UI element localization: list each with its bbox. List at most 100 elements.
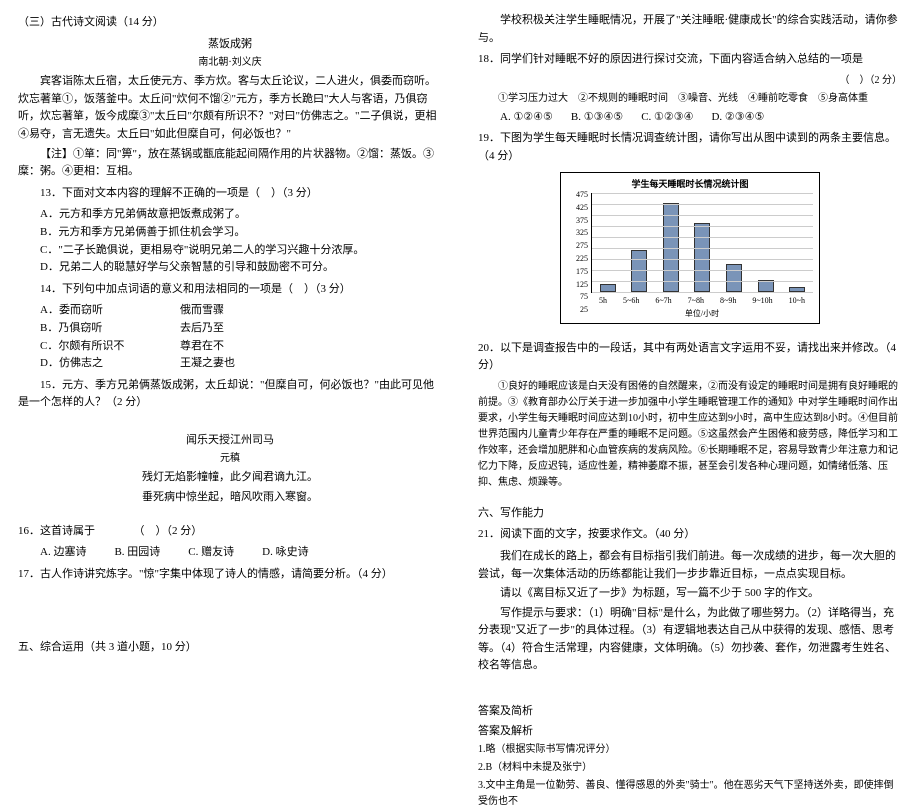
sleep-chart: 学生每天睡眠时长情况统计图 47542537532527522517512575…	[560, 172, 820, 324]
gridline	[592, 248, 813, 249]
y-tick: 375	[566, 215, 588, 228]
gridline	[592, 237, 813, 238]
answer-2: 2.B（材料中未提及张宁）	[478, 760, 902, 776]
q16-c[interactable]: C. 赠友诗	[188, 544, 234, 562]
spacer	[18, 416, 442, 430]
q14-row-b[interactable]: B．乃俱窃听 去后乃至	[40, 320, 442, 338]
spacer	[18, 587, 442, 637]
q18-d[interactable]: D. ②③④⑤	[711, 109, 764, 127]
q14-c2: 尊君在不	[180, 338, 224, 356]
x-label: 7~8h	[688, 295, 704, 308]
q20-passage: ①良好的睡眠应该是白天没有困倦的自然醒来，②而没有设定的睡眠时间是拥有良好睡眠的…	[478, 379, 902, 491]
y-tick: 475	[566, 189, 588, 202]
q13: 13．下面对文本内容的理解不正确的一项是（ ）（3 分）	[18, 185, 442, 203]
spacer	[478, 493, 902, 503]
gridline	[592, 270, 813, 271]
right-column: 学校积极关注学生睡眠情况，开展了"关注睡眠·健康成长"的综合实践活动，请你参与。…	[460, 0, 920, 651]
x-label: 5h	[599, 295, 607, 308]
q14: 14．下列句中加点词语的意义和用法相同的一项是（ ）（3 分）	[18, 281, 442, 299]
gridline	[592, 281, 813, 282]
q19: 19．下图为学生每天睡眠时长情况调查统计图，请你写出从图中读到的两条主要信息。（…	[478, 130, 902, 165]
y-tick: 325	[566, 227, 588, 240]
q21: 21．阅读下面的文字，按要求作文。（40 分）	[478, 526, 902, 544]
q14-d2: 王凝之妻也	[180, 355, 235, 373]
poem2-line1: 残灯无焰影幢幢，此夕闻君谪九江。	[18, 469, 442, 487]
q16: 16．这首诗属于 （ ）（2 分）	[18, 523, 442, 541]
gridline	[592, 215, 813, 216]
gridline	[592, 193, 813, 194]
passage-body: 宾客诣陈太丘宿，太丘使元方、季方炊。客与太丘论议，二人进火，俱委而窃听。炊忘著箪…	[18, 73, 442, 143]
q14-row-d[interactable]: D．仿佛志之 王凝之妻也	[40, 355, 442, 373]
answer-3: 3.文中主角是一位勤劳、善良、懂得感恩的外卖"骑士"。他在恶劣天气下坚持送外卖，…	[478, 778, 902, 810]
q16-options: A. 边塞诗 B. 田园诗 C. 赠友诗 D. 咏史诗	[40, 544, 442, 562]
y-axis: 4754253753252752251751257525	[566, 189, 588, 297]
y-tick: 75	[566, 291, 588, 304]
q16-d[interactable]: D. 咏史诗	[262, 544, 308, 562]
q14-b2: 去后乃至	[180, 320, 224, 338]
x-axis-caption: 单位/小时	[591, 308, 813, 321]
x-axis-labels: 5h 5~6h 6~7h 7~8h 8~9h 9~10h 10~h	[591, 295, 813, 308]
q21-intro: 我们在成长的路上，都会有目标指引我们前进。每一次成绩的进步，每一次大胆的尝试，每…	[478, 548, 902, 583]
q18-a[interactable]: A. ①②④⑤	[500, 109, 553, 127]
q17: 17．古人作诗讲究炼字。"惊"字集中体现了诗人的情感，请简要分析。（4 分）	[18, 566, 442, 584]
q13-opt-c[interactable]: C．"二子长跪俱说，更相易夺"说明兄弟二人的学习兴趣十分浓厚。	[40, 242, 442, 260]
left-column: （三）古代诗文阅读（14 分） 蒸饭成粥 南北朝·刘义庆 宾客诣陈太丘宿，太丘使…	[0, 0, 460, 651]
chart-area: 4754253753252752251751257525	[591, 193, 813, 293]
spacer	[478, 330, 902, 336]
y-tick: 175	[566, 266, 588, 279]
y-tick: 225	[566, 253, 588, 266]
q21-prompt: 请以《离目标又近了一步》为标题，写一篇不少于 500 字的作文。	[478, 585, 902, 603]
x-label: 5~6h	[623, 295, 639, 308]
q14-b1: B．乃俱窃听	[40, 320, 180, 338]
x-label: 8~9h	[720, 295, 736, 308]
q20: 20．以下是调查报告中的一段话，其中有两处语言文字运用不妥，请找出来并修改。（4…	[478, 340, 902, 375]
q18-tail: （ ）（2 分）	[478, 73, 902, 89]
gridline	[592, 292, 813, 293]
q18-b[interactable]: B. ①③④⑤	[571, 109, 623, 127]
poem-title: 蒸饭成粥	[18, 36, 442, 54]
answers-subhead: 答案及解析	[478, 723, 902, 741]
answers-head: 答案及简析	[478, 703, 902, 721]
spacer	[18, 509, 442, 519]
poem-author: 南北朝·刘义庆	[18, 55, 442, 71]
q13-opt-b[interactable]: B．元方和季方兄弟俩善于抓住机会学习。	[40, 224, 442, 242]
chart-bar	[726, 264, 742, 292]
chart-bar	[600, 284, 616, 292]
section5-title: 五、综合运用（共 3 道小题，10 分）	[18, 639, 442, 657]
passage-note: 【注】①箪：同"箅"，放在蒸锅或甑底能起间隔作用的片状器物。②馏：蒸饭。③糜：粥…	[18, 146, 442, 181]
q21-requirements: 写作提示与要求：（1）明确"目标"是什么，为此做了哪些努力。（2）详略得当，充分…	[478, 605, 902, 675]
q18-options: A. ①②④⑤ B. ①③④⑤ C. ①②③④ D. ②③④⑤	[500, 109, 902, 127]
poem2-title: 闻乐天授江州司马	[18, 432, 442, 450]
q16-a[interactable]: A. 边塞诗	[40, 544, 86, 562]
chart-bar	[631, 250, 647, 292]
chart-title: 学生每天睡眠时长情况统计图	[567, 177, 813, 191]
q14-c1: C．尔颇有所识不	[40, 338, 180, 356]
x-label: 6~7h	[655, 295, 671, 308]
q14-a2: 俄而雪骤	[180, 302, 224, 320]
q18-options-nums: ①学习压力过大 ②不规则的睡眠时间 ③噪音、光线 ④睡前吃零食 ⑤身高体重	[478, 91, 902, 107]
gridline	[592, 204, 813, 205]
gridline	[592, 259, 813, 260]
q14-row-c[interactable]: C．尔颇有所识不 尊君在不	[40, 338, 442, 356]
q13-opt-d[interactable]: D．兄弟二人的聪慧好学与父亲智慧的引导和鼓励密不可分。	[40, 259, 442, 277]
q14-a1: A．委而窃听	[40, 302, 180, 320]
q13-opt-a[interactable]: A．元方和季方兄弟俩故意把饭煮成粥了。	[40, 206, 442, 224]
y-tick: 425	[566, 202, 588, 215]
y-tick: 25	[566, 304, 588, 317]
section6-title: 六、写作能力	[478, 505, 902, 523]
q18: 18．同学们针对睡眠不好的原因进行探讨交流，下面内容适合纳入总结的一项是	[478, 51, 902, 69]
q16-b[interactable]: B. 田园诗	[114, 544, 160, 562]
q18-c[interactable]: C. ①②③④	[641, 109, 693, 127]
answer-1: 1.略（根据实际书写情况评分）	[478, 742, 902, 758]
x-label: 10~h	[789, 295, 805, 308]
x-label: 9~10h	[752, 295, 772, 308]
q14-row-a[interactable]: A．委而窃听 俄而雪骤	[40, 302, 442, 320]
gridline	[592, 226, 813, 227]
spacer	[478, 677, 902, 701]
q15: 15．元方、季方兄弟俩蒸饭成粥，太丘却说："但糜自可，何必饭也？"由此可见他是一…	[18, 377, 442, 412]
y-tick: 125	[566, 279, 588, 292]
poem2-line2: 垂死病中惊坐起，暗风吹雨入寒窗。	[18, 489, 442, 507]
chart-bars	[592, 193, 813, 292]
activity-intro: 学校积极关注学生睡眠情况，开展了"关注睡眠·健康成长"的综合实践活动，请你参与。	[478, 12, 902, 47]
q14-d1: D．仿佛志之	[40, 355, 180, 373]
